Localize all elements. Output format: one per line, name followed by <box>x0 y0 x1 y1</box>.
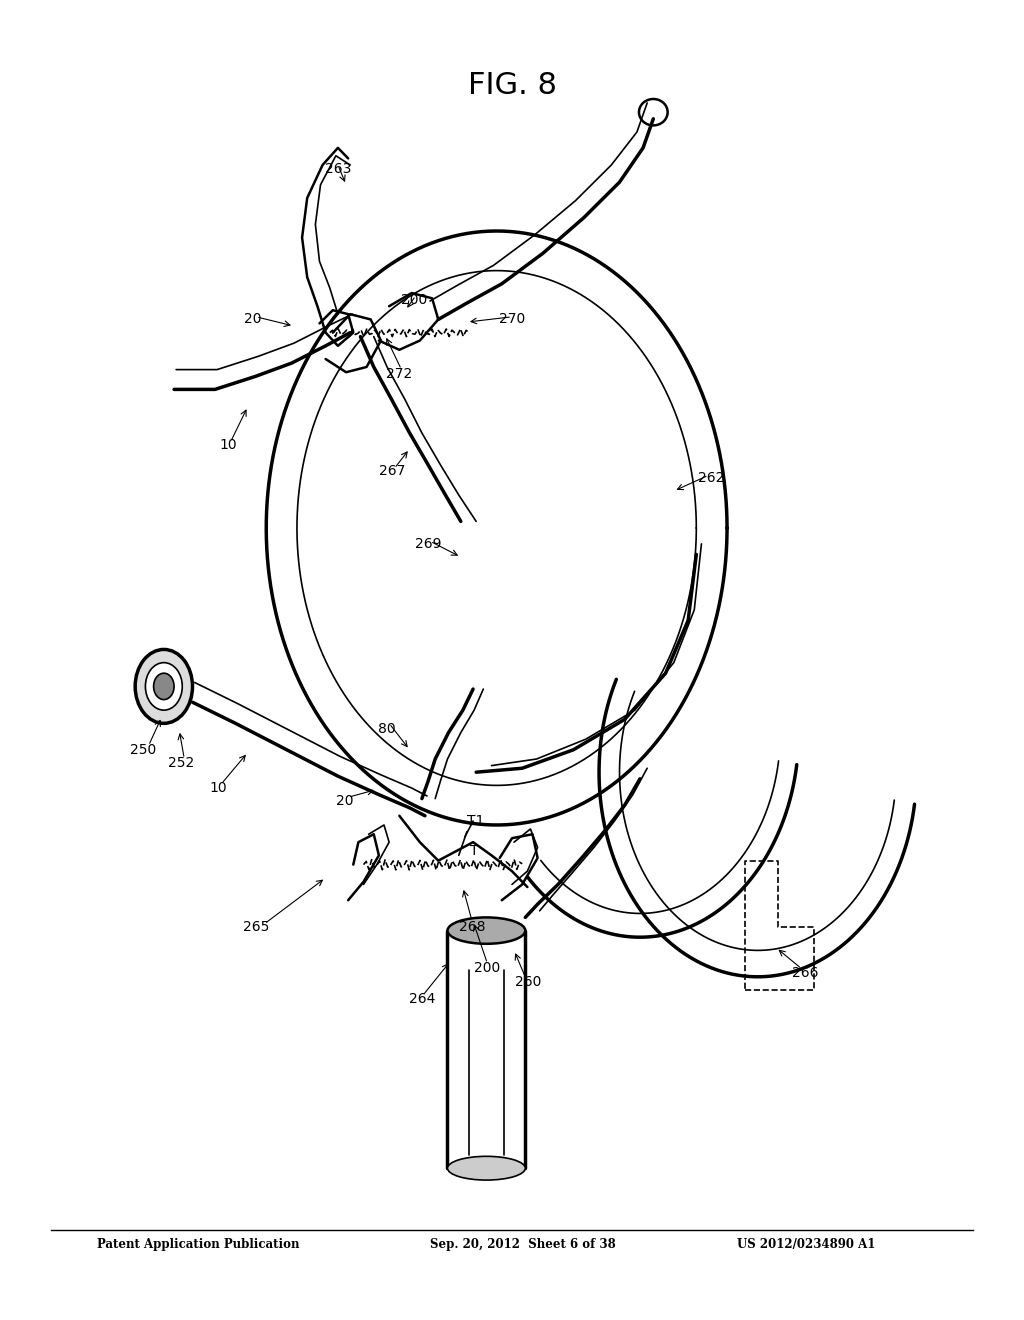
Text: FIG. 8: FIG. 8 <box>468 71 556 100</box>
Text: 80: 80 <box>378 722 396 735</box>
Text: 200: 200 <box>474 961 501 974</box>
Text: 272: 272 <box>386 367 413 380</box>
Text: Sep. 20, 2012  Sheet 6 of 38: Sep. 20, 2012 Sheet 6 of 38 <box>430 1238 615 1251</box>
Text: 265: 265 <box>243 920 269 933</box>
Text: T1: T1 <box>468 814 484 828</box>
Text: Patent Application Publication: Patent Application Publication <box>97 1238 300 1251</box>
Text: 260: 260 <box>515 975 542 989</box>
Text: 252: 252 <box>168 756 195 770</box>
Text: 20: 20 <box>244 313 262 326</box>
Text: 268: 268 <box>459 920 485 933</box>
Text: 264: 264 <box>409 993 435 1006</box>
Text: 270: 270 <box>499 313 525 326</box>
Text: 10: 10 <box>209 781 227 795</box>
Text: T: T <box>470 845 478 858</box>
Circle shape <box>154 673 174 700</box>
Text: 267: 267 <box>379 465 406 478</box>
Text: 262: 262 <box>698 471 725 484</box>
Text: 250: 250 <box>130 743 157 756</box>
Text: 263: 263 <box>325 162 351 176</box>
Text: 269: 269 <box>415 537 441 550</box>
Circle shape <box>145 663 182 710</box>
Text: 10: 10 <box>219 438 238 451</box>
Ellipse shape <box>447 917 525 944</box>
Text: 266: 266 <box>792 966 818 979</box>
Circle shape <box>135 649 193 723</box>
Text: 200: 200 <box>400 293 427 306</box>
Text: 20: 20 <box>336 795 354 808</box>
Text: US 2012/0234890 A1: US 2012/0234890 A1 <box>737 1238 876 1251</box>
Ellipse shape <box>447 1156 525 1180</box>
